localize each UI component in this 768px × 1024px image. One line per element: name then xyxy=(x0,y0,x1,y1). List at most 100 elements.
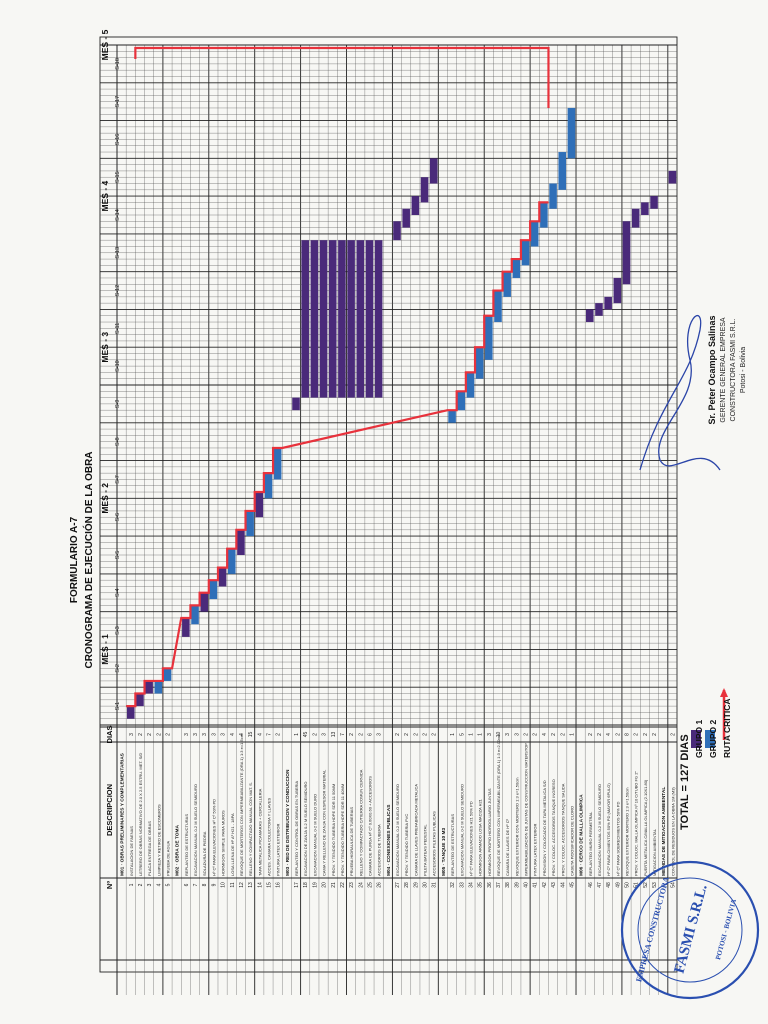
task-description: INSTALACION DE FAENAS xyxy=(129,826,134,876)
task-description: REVOQUE EXTERIOR CON MORTERO 1:3 e=1.50c… xyxy=(514,777,519,876)
task-row: 46 REPLANTEO MURO PERIMETRAL 2 xyxy=(588,733,594,888)
task-row: 3 PLACA ENTREGA DE OBRAS 2 xyxy=(147,733,153,887)
task-days: 10 xyxy=(496,732,502,738)
task-bar xyxy=(209,580,218,600)
task-description: REPLANTEO DE ESTRUCTURAS xyxy=(450,814,455,876)
task-number: 10 xyxy=(221,882,227,888)
task-bar xyxy=(145,680,153,694)
week-label: S-2 xyxy=(115,664,121,673)
week-label: S-14 xyxy=(115,209,121,221)
task-description: CASETA P/DOSIFICADOR DE CLORO xyxy=(569,806,574,876)
week-label: S-17 xyxy=(115,96,121,108)
task-row: 9 Hº Cº PARA ELEVACIONES Hº Cº 50% PD 3 xyxy=(211,733,217,887)
task-row: 54 CONTROL DE RESIDUOS EN LA OBRA 1M (M3)… xyxy=(670,733,676,888)
task-description: HORMIGON SIMPLE PARA MUROS xyxy=(221,810,226,876)
task-row: 52 PUERTA METALICA C/MALLA OLIMPICA (2.10… xyxy=(643,733,649,888)
task-days: 1 xyxy=(569,733,575,736)
signature-name: Sr. Peter Ocampo Salinas xyxy=(707,315,717,424)
task-description: Hº Cº PARA ELEVACIONES Hº Cº 50% PD xyxy=(211,799,216,876)
task-row: 29 CAMARA DE LLAVES PREFABRICADA METALICA… xyxy=(413,733,419,888)
task-bar xyxy=(163,668,172,681)
task-row: 7 EXCAVACION MANUAL 0-2 M SUELO SEMIDURO 3 xyxy=(193,733,199,887)
task-days: 1 xyxy=(294,733,300,736)
task-row: 31 ACCESORIOS PILETAS PUBLICAS 2 xyxy=(432,733,438,888)
task-bar xyxy=(595,303,603,316)
week-label: S-7 xyxy=(115,475,121,484)
signature-place: Potosi - Bolivia xyxy=(740,347,747,393)
schedule-sheet: MES - 1 MES - 2 MES - 3 MES - 4 MES - 5 S-1 S-… xyxy=(99,29,678,995)
task-bar xyxy=(301,240,309,398)
task-number: 37 xyxy=(496,882,502,888)
task-description: ACCESORIOS PILETAS PUBLICAS xyxy=(432,811,437,876)
task-days: 2 xyxy=(156,733,162,736)
task-days: 2 xyxy=(533,733,539,736)
task-row: 23 PRUEBA HIDRAULICA DE TUBERIAS 2 xyxy=(349,733,355,888)
task-row: 39 REVOQUE EXTERIOR CON MORTERO 1:3 e=1.5… xyxy=(514,733,520,888)
task-description: REPLANTEO DE ESTRUCTURAS xyxy=(184,814,189,876)
month-label: MES - 3 xyxy=(100,332,110,363)
task-description: TAPA METALICA P/CAMARAS + CERCALLERIA xyxy=(257,788,262,876)
task-description: REPLANTEO Y CONTROL DE OBRAS EN TUBERIA xyxy=(294,780,299,876)
month-label: MES - 2 xyxy=(100,483,110,514)
task-number: 52 xyxy=(643,882,649,888)
task-row: 47 EXCAVACION MANUAL 0-2 M SUELO SEMIDURO… xyxy=(597,733,603,888)
task-row: 41 PINTURA LATEX EXTERIOR 2 xyxy=(533,733,539,888)
task-days: 2 xyxy=(413,733,419,736)
task-bar xyxy=(494,290,502,323)
week-label: S-6 xyxy=(115,513,121,522)
task-days: 2 xyxy=(147,733,153,736)
section-header-row: M03 · RED DE DISTRIBUCION Y CONDUCCION xyxy=(285,769,291,876)
week-label: S-4 xyxy=(115,588,121,597)
legend-swatch xyxy=(691,730,701,748)
task-bar xyxy=(622,221,631,285)
task-number: 47 xyxy=(597,882,603,888)
task-number: 15 xyxy=(266,882,272,888)
task-days: 3 xyxy=(211,733,217,736)
task-row: 16 PINTURA LATEX EXTERIOR 2 xyxy=(276,733,282,888)
task-number: 33 xyxy=(459,882,465,888)
task-days: 2 xyxy=(312,733,318,736)
task-row: 19 EXCAVACION MANUAL 0-2 M SUELO DURO 2 xyxy=(312,733,318,888)
task-bar xyxy=(347,240,355,398)
row-lines xyxy=(116,45,678,995)
task-row: 20 CAMA Y RELLENO DE ZANJA CON ESPESOR MA… xyxy=(322,733,328,888)
task-days: 2 xyxy=(432,733,438,736)
task-days: 5 xyxy=(459,733,465,736)
task-row: 48 Hº Cº PARA CIMIENTOS 50% PD (MAYOR 6PU… xyxy=(606,733,612,888)
task-number: 43 xyxy=(551,882,557,888)
task-number: 51 xyxy=(634,882,640,888)
task-description: IMPERMEABILIZACION DE JUNTAS DE CONSTRUC… xyxy=(524,743,529,876)
task-number: 14 xyxy=(257,882,263,888)
task-row: 43 PROV. Y COLOC. ACCESORIOS TANQUE INGRE… xyxy=(551,733,557,888)
task-number: 32 xyxy=(450,882,456,888)
task-number: 41 xyxy=(533,882,539,888)
task-bar xyxy=(200,592,209,612)
task-row: 53 MITIGACION AMBIENTAL 2 xyxy=(652,733,658,888)
task-row: 33 EXCAVACION MANUAL 0-2 M SUELO SEMIDURO… xyxy=(459,733,465,888)
legend: GRUPO 1 GRUPO 2 RUTA CRITICA xyxy=(691,688,732,758)
task-bar xyxy=(237,529,245,555)
task-description: CAMARA DE LLAVES DE Hº Cº xyxy=(505,818,510,876)
task-bar xyxy=(475,347,484,379)
week-label: S-11 xyxy=(115,323,121,334)
task-description: M03 · RED DE DISTRIBUCION Y CONDUCCION xyxy=(285,769,291,876)
week-label: S-15 xyxy=(115,171,121,183)
task-number: 35 xyxy=(478,882,484,888)
task-number: 29 xyxy=(413,882,419,888)
task-row: 35 HORMIGON ARMADO LOSA MACIZA H21 1 xyxy=(478,733,484,888)
task-description: LIMPIEZA Y RETIRO DE ESCOMBROS xyxy=(156,804,161,876)
task-description: ACCESORIOS DE TUBERIA xyxy=(377,824,382,876)
task-row: 14 TAPA METALICA P/CAMARAS + CERCALLERIA 4 xyxy=(257,733,263,888)
task-days: 4 xyxy=(239,733,245,736)
task-row: 36 HORMIGON PROPIO HIDROGLUARIO JUNTAS 3 xyxy=(487,733,493,888)
arrow-icon xyxy=(720,688,728,697)
task-bar xyxy=(650,196,658,209)
task-number: 25 xyxy=(367,882,373,888)
task-number: 17 xyxy=(294,882,300,888)
task-description: Hº Cº PARA CIMIENTOS 50% PD (MAYOR 6PULG… xyxy=(606,783,611,876)
section-header-row: M02 · OBRA DE TOMA xyxy=(175,825,181,876)
task-row: 5 PRUEBA DE AGUA 2 xyxy=(166,733,172,887)
company-seal: FASMI S.R.L.EMPRESA CONSTRUCTORA POTOSI -… xyxy=(620,860,760,1000)
task-bar xyxy=(530,221,539,247)
task-row: 32 REPLANTEO DE ESTRUCTURAS 1 xyxy=(450,733,456,888)
